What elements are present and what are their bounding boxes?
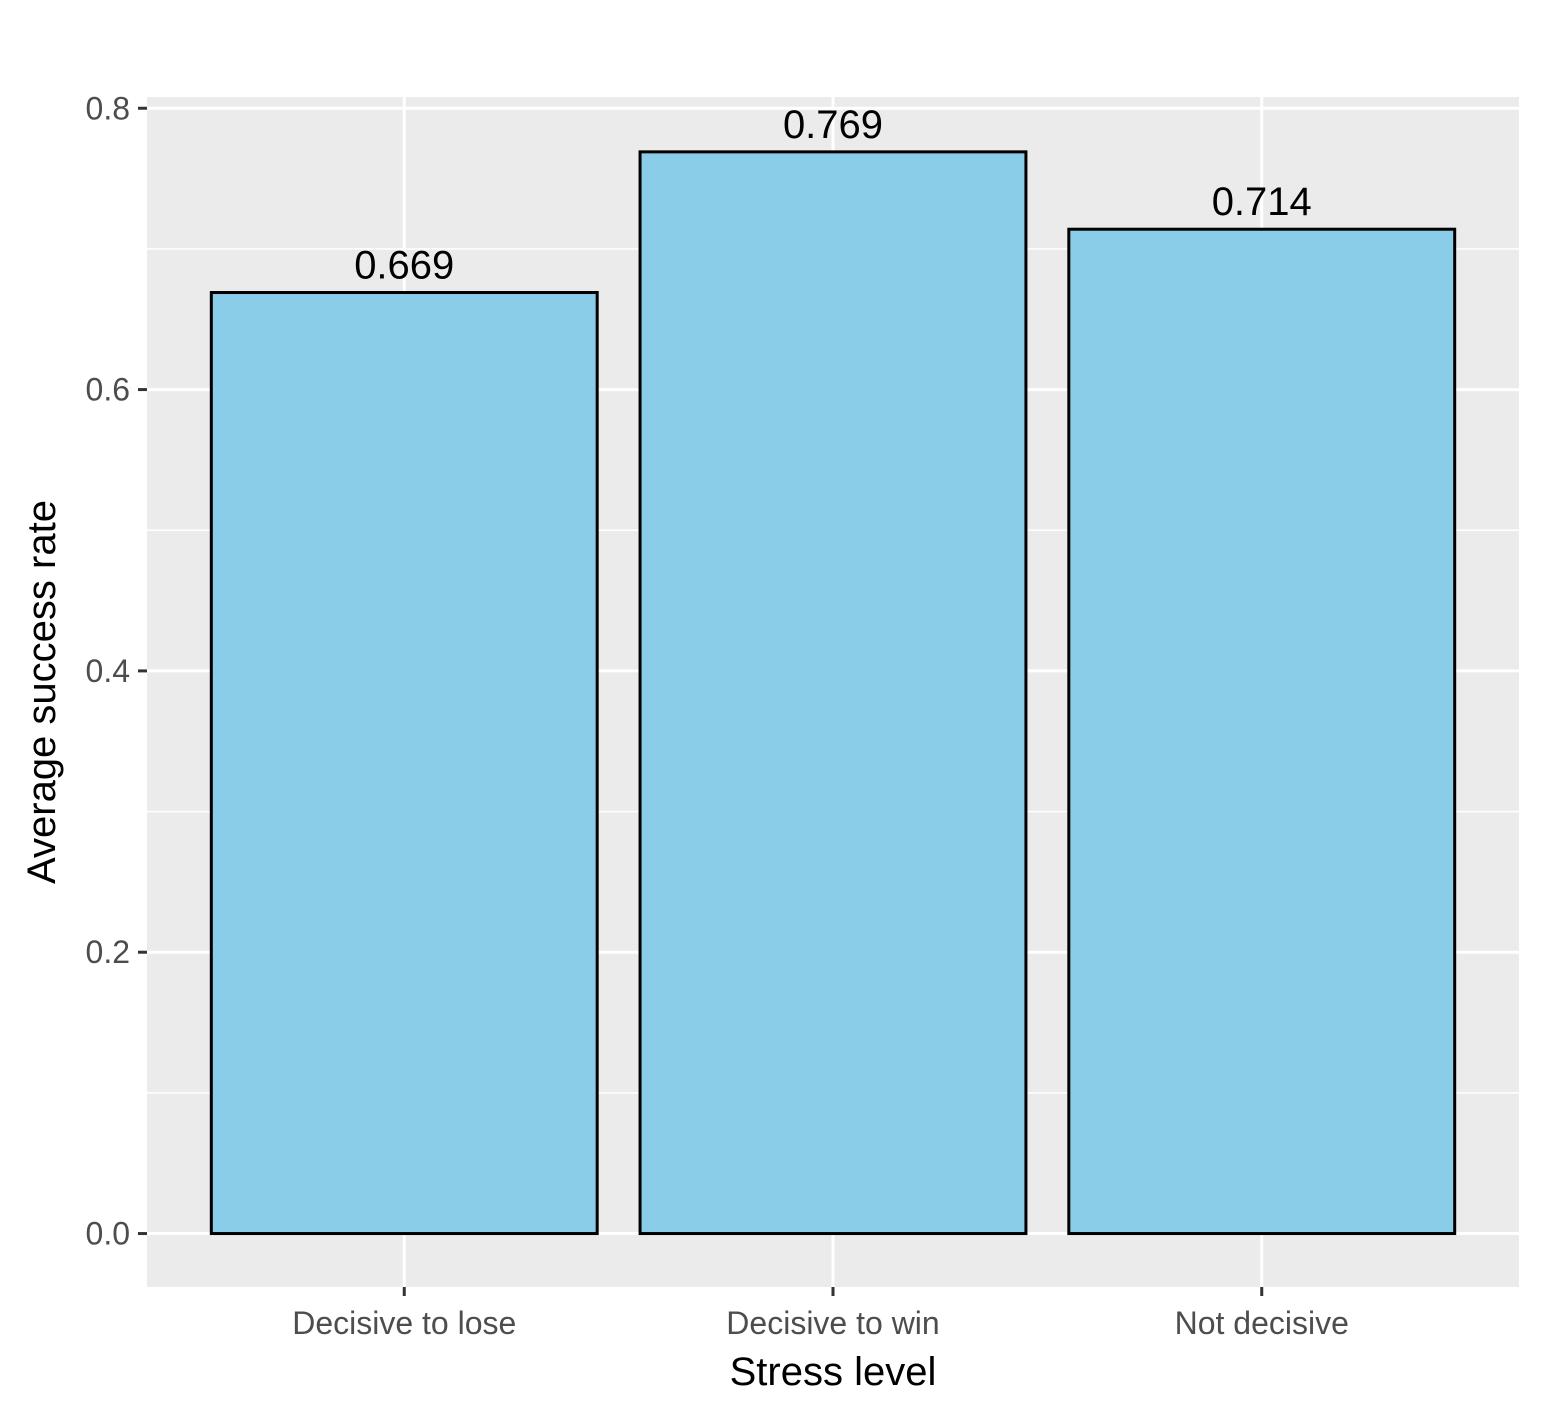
y-axis-title: Average success rate — [20, 500, 64, 884]
y-tick-label: 0.2 — [86, 934, 130, 970]
y-tick-label: 0.4 — [86, 653, 130, 689]
y-axis: 0.0 0.2 0.4 0.6 0.8 — [86, 90, 147, 1252]
bar-value-labels: 0.669 0.769 0.714 — [354, 103, 1312, 288]
x-tick-label: Decisive to win — [726, 1305, 939, 1341]
bar — [1067, 227, 1457, 1236]
y-tick-label: 0.8 — [86, 90, 130, 126]
x-tick-label: Decisive to lose — [292, 1305, 516, 1341]
x-axis: Decisive to lose Decisive to win Not decis… — [292, 1287, 1349, 1341]
y-tick-label: 0.6 — [86, 372, 130, 408]
x-axis-title: Stress level — [730, 1350, 937, 1394]
bar-value-label: 0.769 — [783, 103, 883, 147]
bars — [209, 150, 1457, 1236]
y-tick-label: 0.0 — [86, 1216, 130, 1252]
bar — [638, 150, 1028, 1236]
bar-value-label: 0.714 — [1212, 180, 1312, 224]
bar-value-label: 0.669 — [354, 244, 454, 288]
bar — [209, 291, 599, 1236]
x-tick-label: Not decisive — [1175, 1305, 1349, 1341]
